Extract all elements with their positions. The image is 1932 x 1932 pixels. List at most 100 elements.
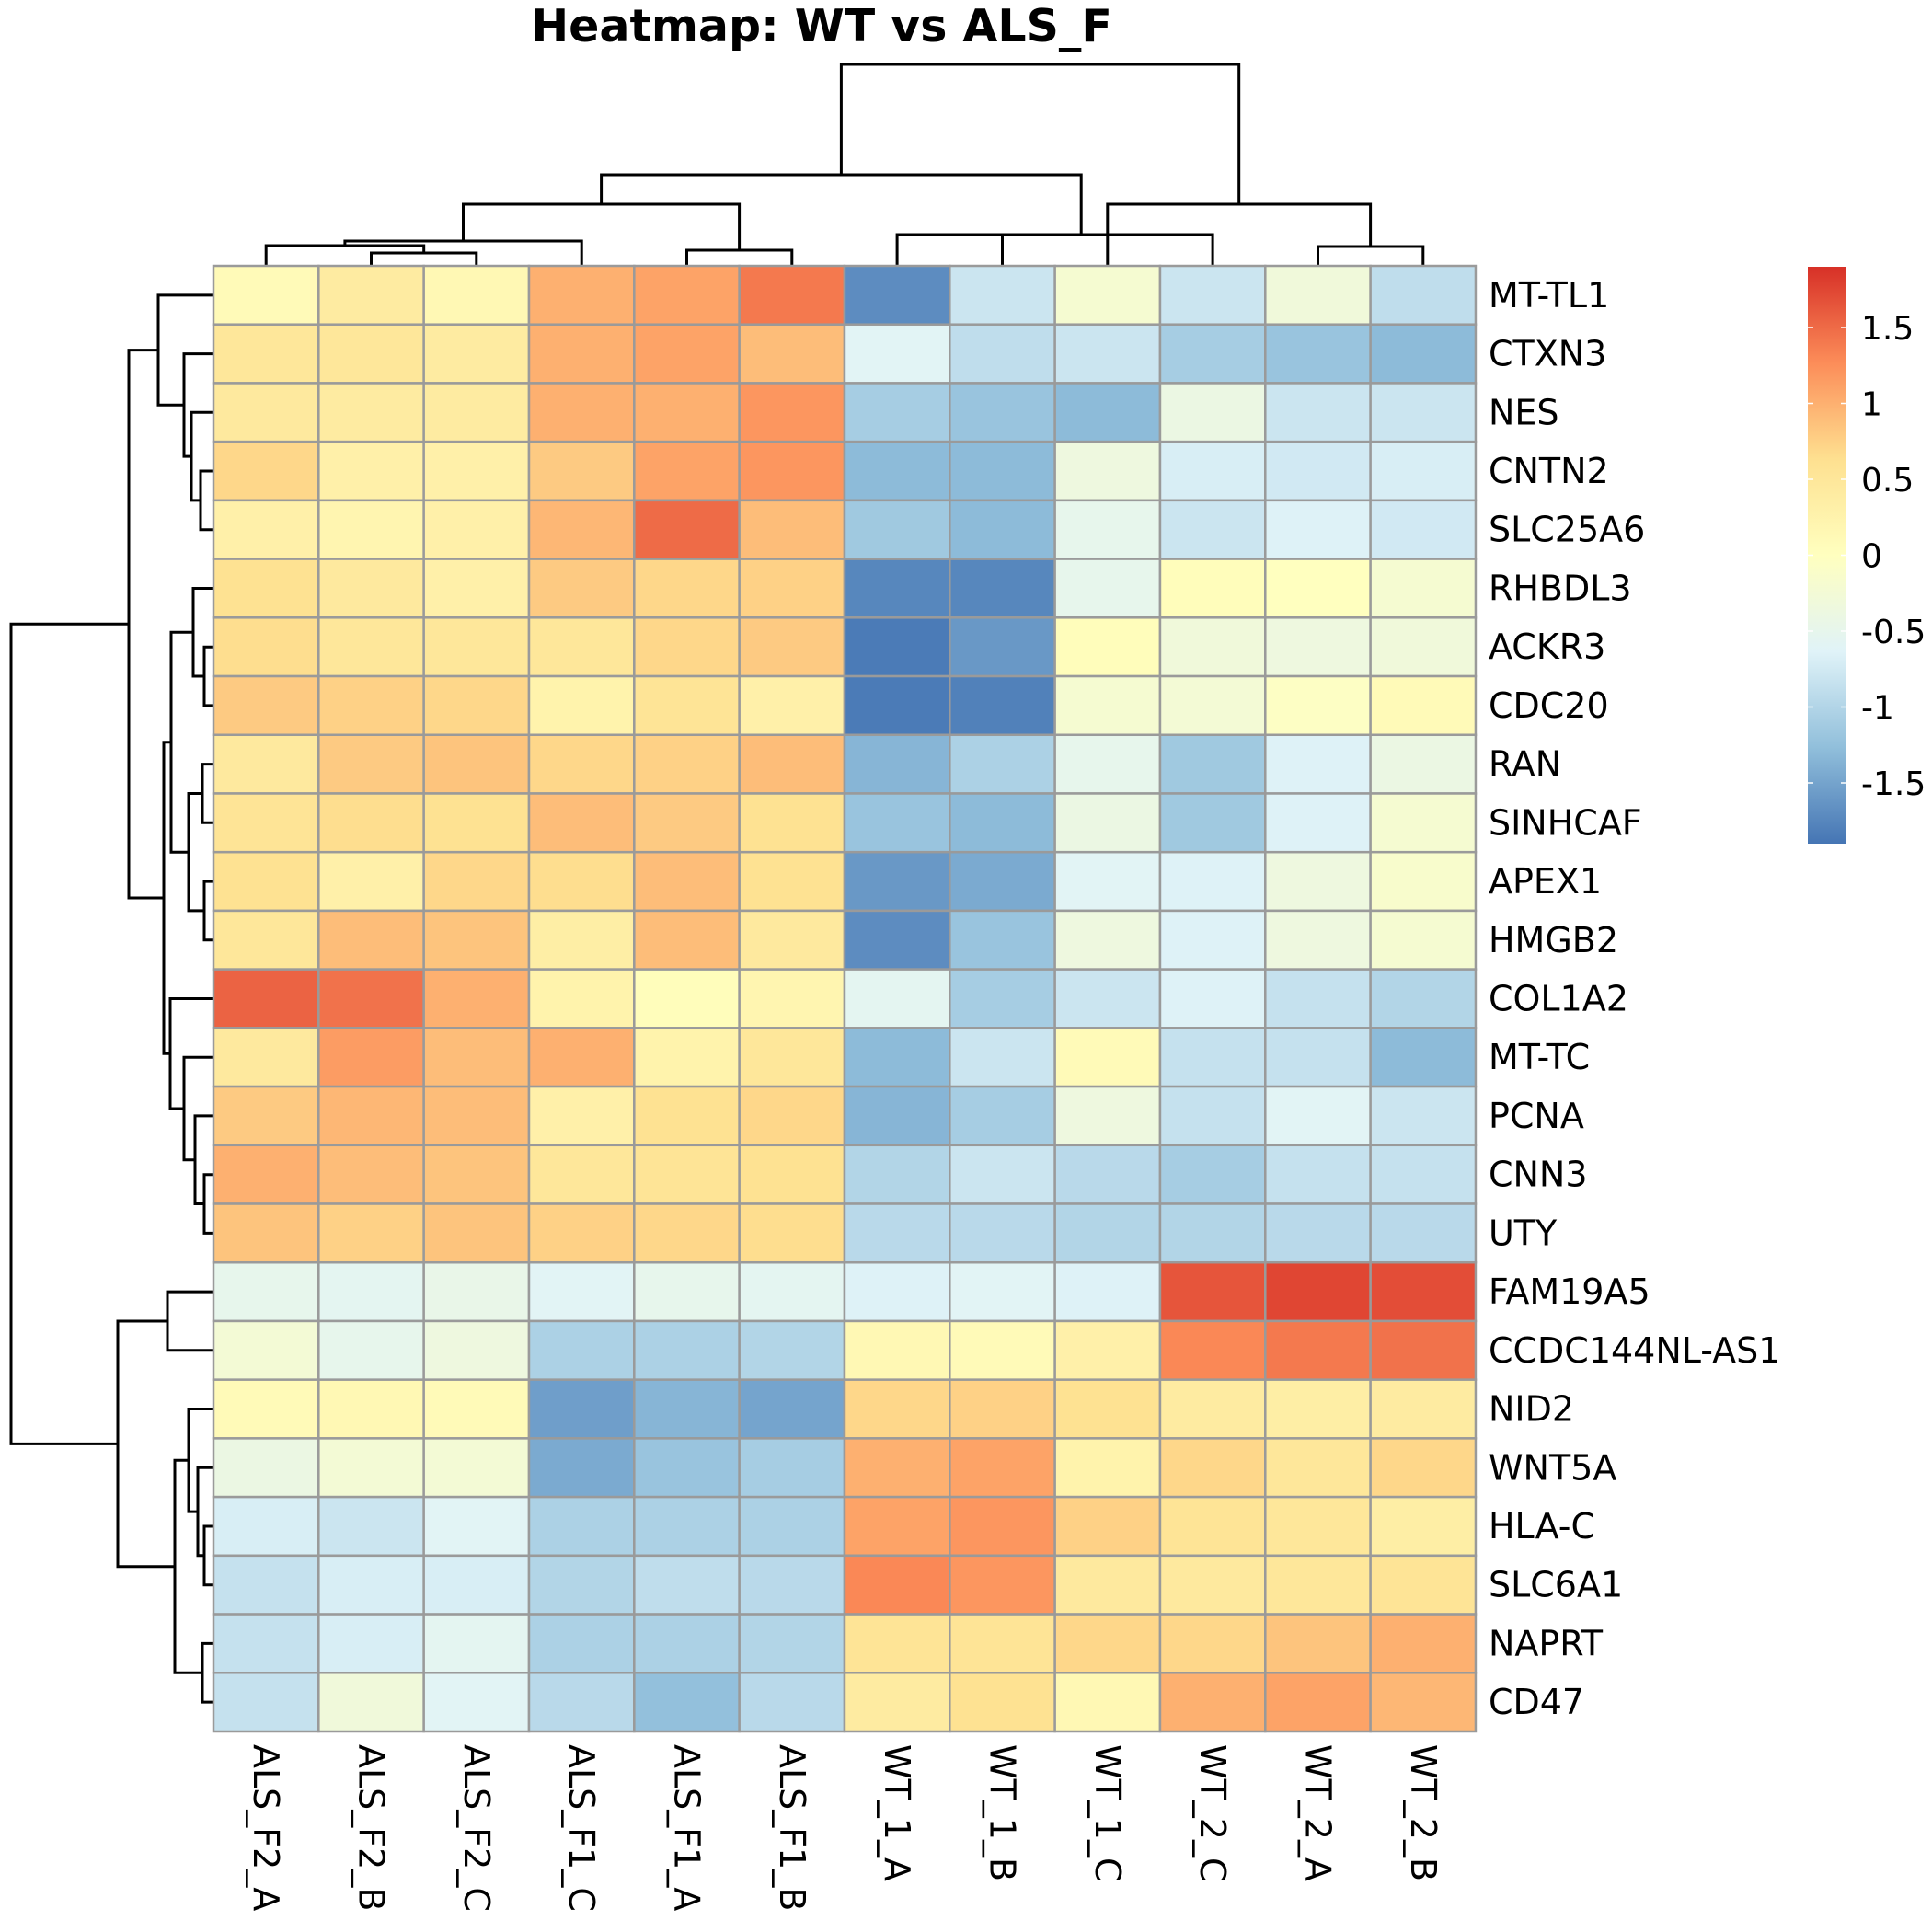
heatmap-cell (738, 499, 846, 560)
heatmap-cell (422, 1085, 531, 1147)
heatmap-cell (1053, 1554, 1162, 1616)
heatmap-cell (1369, 440, 1478, 502)
row-label: PCNA (1489, 1096, 1584, 1136)
heatmap-cell (527, 1260, 636, 1323)
heatmap-cell (1053, 264, 1162, 326)
heatmap-cell (1264, 382, 1372, 443)
heatmap-cell (317, 1027, 425, 1088)
heatmap-cell (633, 558, 741, 619)
legend-tick-label: 0.5 (1861, 462, 1914, 500)
heatmap-cell (1369, 558, 1478, 619)
heatmap-cell (633, 323, 741, 385)
heatmap-cell (843, 1495, 951, 1558)
row-label: CTXN3 (1489, 334, 1606, 374)
heatmap-cell (317, 1144, 425, 1205)
heatmap-cell (212, 1260, 320, 1323)
heatmap-cell (843, 674, 951, 737)
heatmap-cell (1053, 1144, 1162, 1205)
heatmap-cell (949, 264, 1056, 326)
heatmap-cell (843, 616, 951, 678)
heatmap-cell (422, 733, 531, 795)
column-label: ALS_F1_A (667, 1744, 707, 1911)
heatmap-cell (949, 558, 1056, 619)
heatmap-cell (527, 1085, 636, 1147)
heatmap-cell (422, 1319, 531, 1381)
heatmap-cell (1158, 968, 1267, 1029)
heatmap-cell (633, 1672, 741, 1733)
heatmap-cell (317, 1613, 425, 1674)
column-dendrogram (264, 63, 1425, 266)
row-label: NAPRT (1489, 1623, 1604, 1663)
heatmap-cell (738, 1144, 846, 1205)
heatmap-cell (1369, 1437, 1478, 1499)
heatmap-cell (527, 1319, 636, 1381)
heatmap-cell (527, 850, 636, 913)
heatmap-cell (1158, 674, 1267, 737)
heatmap-cell (633, 1027, 741, 1088)
heatmap-cell (738, 968, 846, 1029)
heatmap-cell (738, 733, 846, 795)
heatmap-cell (843, 733, 951, 795)
heatmap-cell (1158, 1613, 1267, 1674)
column-labels: ALS_F2_A ALS_F2_B ALS_F2_C ALS_F1_C ALS_F1_A… (246, 1744, 1443, 1912)
heatmap-cell (212, 1319, 320, 1381)
heatmap-cell (1053, 1319, 1162, 1381)
row-label: CNN3 (1489, 1155, 1588, 1195)
heatmap-cell (949, 1613, 1056, 1674)
legend-tick-label: 1 (1861, 386, 1882, 424)
dendrogram-branch (182, 1055, 213, 1162)
heatmap-cell (1264, 1437, 1372, 1499)
heatmap-cell (527, 1495, 636, 1558)
heatmap-cell (633, 909, 741, 971)
heatmap-cell (422, 850, 531, 913)
heatmap-cell (1264, 440, 1372, 502)
heatmap-cell (1053, 1495, 1162, 1558)
dendrogram-branch (166, 1290, 213, 1352)
heatmap-cell (1264, 323, 1372, 385)
heatmap-cell (738, 1554, 846, 1616)
heatmap-cell (843, 1027, 951, 1088)
heatmap-cell (317, 558, 425, 619)
row-label: CDC20 (1489, 685, 1609, 726)
heatmap-cell (1369, 968, 1478, 1029)
heatmap-cell (1369, 323, 1478, 385)
heatmap-cell (1053, 1672, 1162, 1733)
heatmap-cell (738, 1260, 846, 1323)
heatmap-cell (1053, 674, 1162, 737)
heatmap-cell (1369, 264, 1478, 326)
heatmap-cell (1158, 1027, 1267, 1088)
heatmap-cell (738, 1319, 846, 1381)
heatmap-cell (317, 323, 425, 385)
heatmap-cell (212, 1378, 320, 1440)
heatmap-cell (1158, 1319, 1267, 1381)
heatmap-cell (1053, 1378, 1162, 1440)
dendrogram-branch (199, 469, 213, 532)
heatmap-cell (949, 382, 1056, 443)
dendrogram-branch (202, 1173, 213, 1235)
chart-title: Heatmap: WT vs ALS_F (531, 0, 1112, 52)
heatmap-cell (843, 1260, 951, 1323)
heatmap-cell (738, 850, 846, 913)
dendrogram-branch (116, 1319, 175, 1569)
heatmap-cell (738, 1202, 846, 1264)
heatmap-cell (527, 558, 636, 619)
heatmap-cell (1158, 1672, 1267, 1733)
heatmap-cell (633, 733, 741, 795)
column-label: WT_1_A (877, 1744, 917, 1881)
heatmap-cell (527, 674, 636, 737)
heatmap-cell (1264, 1085, 1372, 1147)
heatmap-cell (1053, 968, 1162, 1029)
row-label: HLA-C (1489, 1506, 1595, 1547)
legend-color-bar (1808, 267, 1846, 844)
legend-tick-label: -1 (1861, 690, 1894, 728)
heatmap-cell (1158, 499, 1267, 560)
row-label: SLC6A1 (1489, 1565, 1623, 1605)
heatmap-cell (1264, 616, 1372, 678)
column-label: ALS_F2_A (246, 1744, 286, 1911)
heatmap-cell (1264, 1144, 1372, 1205)
heatmap-cell (633, 382, 741, 443)
legend-tick-label: -0.5 (1861, 614, 1926, 651)
row-label: CCDC144NL-AS1 (1489, 1330, 1781, 1371)
dendrogram-branch (156, 293, 213, 407)
